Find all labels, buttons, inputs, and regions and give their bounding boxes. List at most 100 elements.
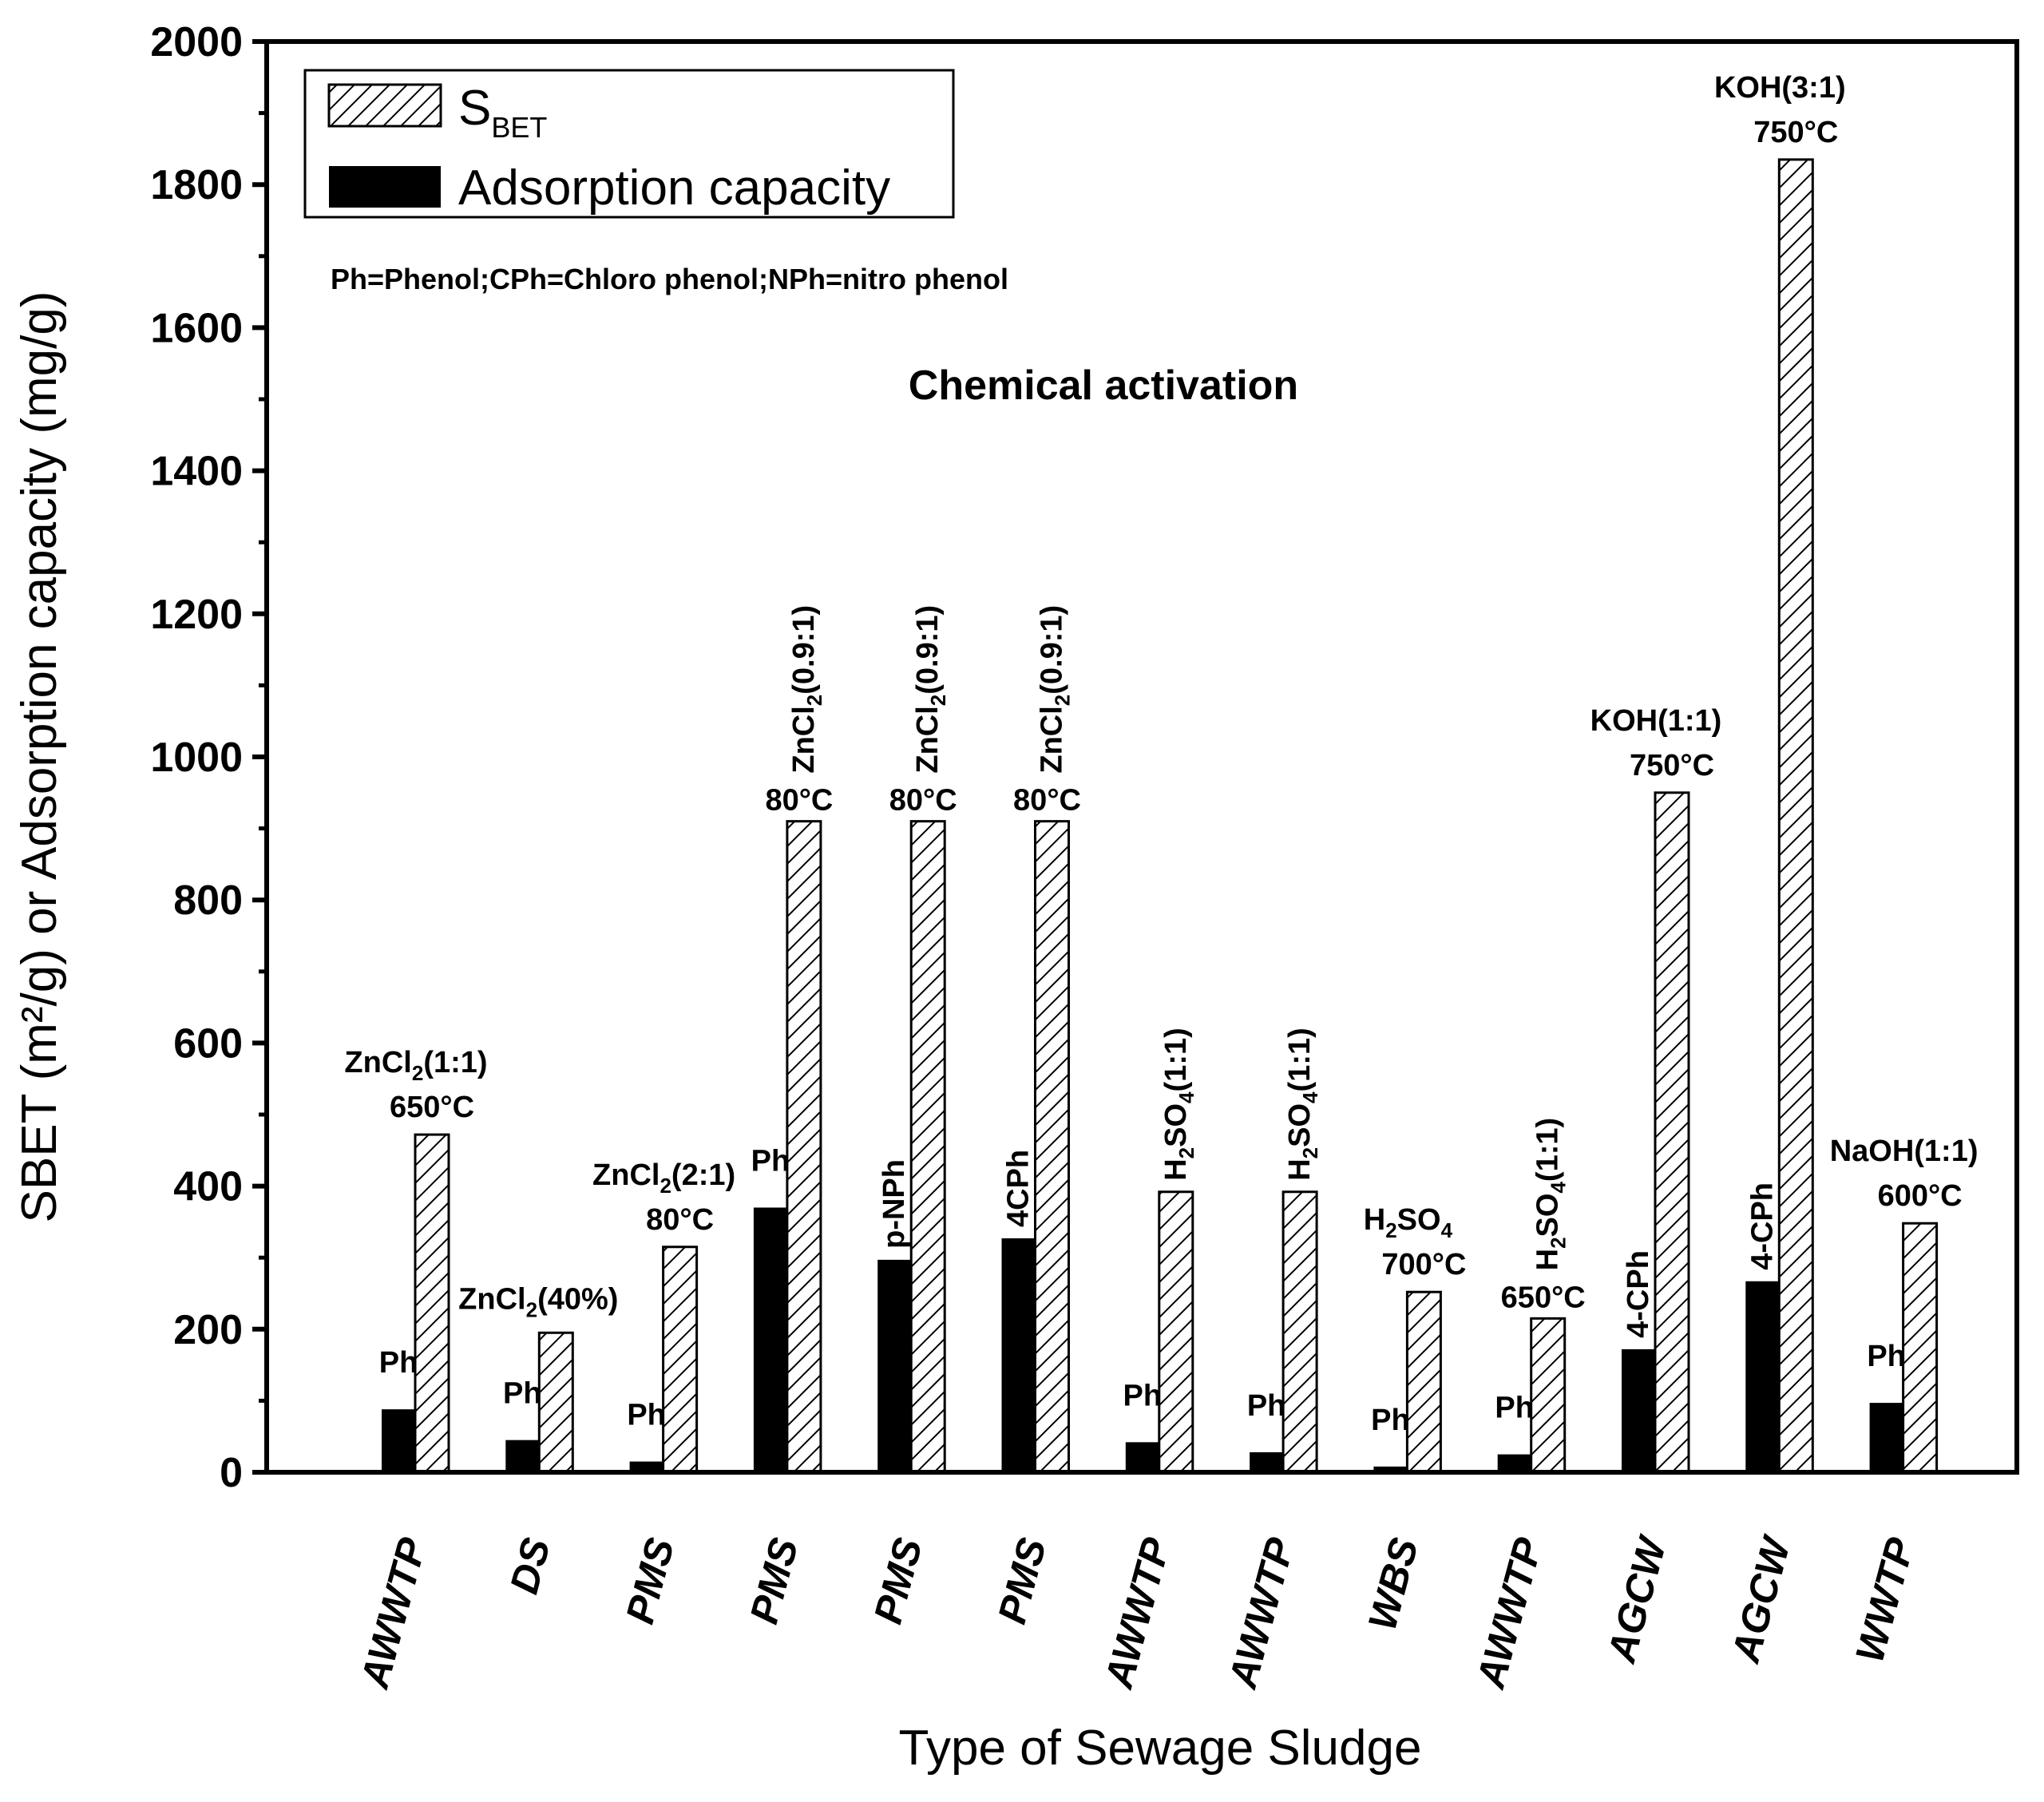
- category-label: PMS: [989, 1533, 1055, 1628]
- adsorbate-label: 4-CPh: [1745, 1182, 1779, 1270]
- legend-label-sbet: SBET: [458, 81, 547, 144]
- sbet-bar: [1281, 1190, 1318, 1474]
- activation-temperature: 600°C: [1878, 1179, 1963, 1213]
- legend-swatch-adsorption: [329, 166, 441, 208]
- activation-label: ZnCl2(0.9:1): [1036, 605, 1075, 774]
- adsorbate-label: Ph: [751, 1144, 790, 1178]
- abbreviation-note: Ph=Phenol;CPh=Chloro phenol;NPh=nitro ph…: [331, 263, 1008, 295]
- activation-label: H2SO4(1:1): [1283, 1028, 1322, 1181]
- plot-frame: [264, 39, 2019, 1475]
- activation-temperature: 650°C: [390, 1091, 474, 1124]
- y-tick-label: 400: [173, 1164, 243, 1210]
- category-label: WBS: [1360, 1533, 1427, 1634]
- activation-temperature: 80°C: [1013, 784, 1081, 818]
- category-label: PMS: [617, 1533, 683, 1628]
- y-tick-label: 1800: [150, 162, 243, 208]
- sbet-bar: [909, 820, 946, 1474]
- legend: SBET Adsorption capacity: [303, 69, 955, 219]
- adsorption-bar: [753, 1207, 787, 1472]
- y-tick-label: 1400: [150, 449, 243, 495]
- activation-temperature: 750°C: [1630, 749, 1714, 782]
- x-axis-categories: AWWTP DS PMS PMS PMS PMS AWWTP AWWTP WBS AWWTP AGC…: [351, 1531, 1923, 1694]
- adsorbate-label: Ph: [1495, 1392, 1534, 1425]
- adsorption-bar: [1497, 1454, 1531, 1472]
- activation-temperature: 80°C: [889, 784, 957, 818]
- adsorption-bar: [1745, 1281, 1780, 1472]
- category-label: AGCW: [1598, 1531, 1676, 1669]
- y-tick-label: 0: [220, 1450, 243, 1496]
- activation-label: KOH(3:1): [1714, 71, 1846, 105]
- x-axis-title: Type of Sewage Sludge: [899, 1721, 1422, 1776]
- category-label: DS: [501, 1533, 559, 1598]
- y-tick-label: 2000: [150, 19, 243, 65]
- category-label: AWWTP: [1220, 1533, 1303, 1694]
- chart-heading: Chemical activation: [909, 362, 1298, 409]
- category-label: AWWTP: [1095, 1533, 1178, 1694]
- y-tick-label: 1200: [150, 592, 243, 638]
- category-label: PMS: [741, 1533, 806, 1628]
- activation-temperature: 80°C: [646, 1203, 714, 1237]
- adsorbate-label: 4CPh: [1002, 1150, 1036, 1227]
- category-label: PMS: [866, 1533, 931, 1628]
- y-tick-label: 1000: [150, 735, 243, 781]
- activation-label: H2SO4(1:1): [1159, 1028, 1198, 1181]
- y-tick-label: 600: [173, 1020, 243, 1067]
- y-tick-label: 200: [173, 1307, 243, 1353]
- adsorption-bar: [1001, 1238, 1036, 1472]
- activation-label: ZnCl2(1:1): [344, 1046, 487, 1085]
- activation-temperature: 750°C: [1753, 116, 1838, 149]
- activation-label: H2SO4: [1364, 1203, 1453, 1242]
- sbet-bar: [1158, 1190, 1194, 1474]
- bars: [382, 158, 1939, 1474]
- y-tick-label: 800: [173, 877, 243, 924]
- plot-background: [267, 42, 2017, 1472]
- category-label: WWTP: [1847, 1533, 1923, 1667]
- sbet-bar: [1777, 158, 1814, 1474]
- sbet-bar: [537, 1331, 574, 1474]
- y-tick-label: 1600: [150, 305, 243, 351]
- adsorption-bar: [1869, 1403, 1903, 1472]
- activation-label: ZnCl2(0.9:1): [787, 605, 826, 774]
- adsorbate-label: p-NPh: [877, 1159, 911, 1249]
- activation-label: KOH(1:1): [1590, 704, 1722, 738]
- adsorbate-label: Ph: [1867, 1340, 1906, 1373]
- bar-annotations: Ph 650°C ZnCl2(1:1) Ph ZnCl2(40%) Ph 80°C ZnCl2…: [344, 71, 1978, 1437]
- sbet-bar: [1902, 1222, 1939, 1474]
- activation-label: H2SO4(1:1): [1531, 1118, 1571, 1271]
- adsorbate-label: 4-CPh: [1622, 1250, 1655, 1338]
- activation-label: ZnCl2(2:1): [592, 1158, 735, 1198]
- adsorption-bar: [1373, 1466, 1408, 1472]
- category-label: AWWTP: [1468, 1533, 1551, 1694]
- activation-label: NaOH(1:1): [1830, 1135, 1979, 1168]
- sbet-bar: [414, 1133, 450, 1474]
- adsorbate-label: Ph: [503, 1377, 542, 1411]
- adsorbate-label: Ph: [1371, 1404, 1410, 1437]
- adsorbate-label: Ph: [1123, 1379, 1163, 1412]
- activation-temperature: 80°C: [765, 784, 833, 818]
- y-axis-title: SBET (m²/g) or Adsorption capacity (mg/g…: [12, 291, 67, 1223]
- adsorbate-label: Ph: [627, 1399, 666, 1432]
- activation-label: ZnCl2(40%): [458, 1282, 618, 1321]
- activation-temperature: 700°C: [1381, 1248, 1466, 1281]
- adsorbate-label: Ph: [1247, 1389, 1286, 1423]
- sbet-bar: [1034, 820, 1070, 1474]
- adsorbate-label: Ph: [379, 1346, 418, 1380]
- adsorption-bar: [382, 1409, 415, 1472]
- sbet-bar: [786, 820, 822, 1474]
- activation-label: ZnCl2(0.9:1): [911, 605, 950, 774]
- adsorption-bar: [629, 1461, 664, 1472]
- legend-label-adsorption: Adsorption capacity: [458, 160, 890, 216]
- adsorption-bar: [1250, 1452, 1284, 1472]
- category-label: AWWTP: [351, 1533, 434, 1694]
- sbet-bar: [1654, 791, 1690, 1474]
- activation-temperature: 650°C: [1501, 1281, 1586, 1314]
- sbet-bar: [1530, 1317, 1567, 1474]
- adsorption-bar: [505, 1440, 540, 1472]
- adsorption-bar: [877, 1259, 912, 1472]
- y-axis: 0 200 400 600 800 1000 1200 1400 1600 1800 2000: [150, 19, 267, 1496]
- sbet-bar: [662, 1246, 699, 1474]
- category-label: AGCW: [1722, 1531, 1800, 1669]
- sbet-bar: [1405, 1290, 1442, 1474]
- legend-swatch-sbet: [327, 83, 442, 128]
